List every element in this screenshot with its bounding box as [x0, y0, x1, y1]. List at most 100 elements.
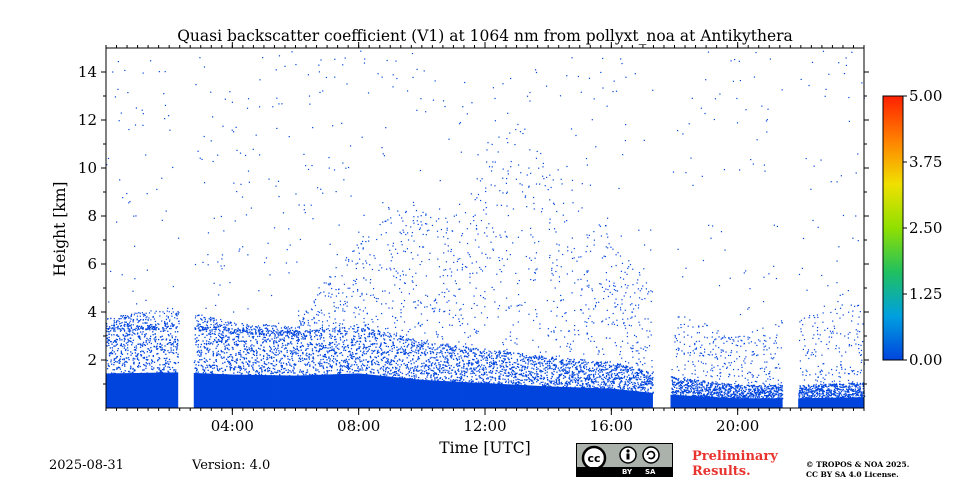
backscatter-speckle	[335, 338, 337, 340]
backscatter-speckle	[578, 371, 580, 373]
backscatter-speckle	[698, 382, 701, 385]
backscatter-speckle	[399, 348, 401, 350]
backscatter-layer-column	[554, 386, 558, 408]
backscatter-layer-column	[568, 387, 572, 408]
backscatter-speckle	[150, 335, 152, 337]
backscatter-speckle	[157, 338, 160, 341]
backscatter-speckle	[151, 366, 153, 368]
backscatter-layer-column	[415, 379, 418, 408]
backscatter-layer-column	[237, 374, 241, 408]
backscatter-speckle	[511, 367, 513, 369]
backscatter-speckle	[203, 369, 206, 371]
backscatter-speckle	[273, 349, 275, 351]
backscatter-speckle	[291, 343, 293, 345]
backscatter-layer-column	[702, 396, 705, 408]
backscatter-speckle	[274, 371, 276, 373]
backscatter-speckle	[680, 380, 682, 382]
backscatter-speckle	[148, 325, 150, 327]
backscatter-speckle	[482, 381, 485, 383]
backscatter-speckle	[333, 348, 335, 350]
backscatter-speckle	[720, 387, 722, 389]
backscatter-speckle	[630, 369, 632, 372]
backscatter-speckle	[335, 351, 337, 354]
backscatter-speckle	[470, 348, 472, 350]
backscatter-speckle	[133, 361, 135, 363]
backscatter-speckle	[711, 395, 713, 397]
backscatter-speckle	[389, 339, 392, 341]
backscatter-speckle	[762, 390, 765, 392]
backscatter-speckle	[122, 363, 124, 365]
backscatter-speckle	[636, 378, 639, 381]
backscatter-speckle	[818, 389, 820, 391]
backscatter-speckle	[738, 396, 740, 399]
backscatter-speckle	[123, 340, 126, 342]
backscatter-speckle	[113, 369, 116, 371]
backscatter-layer-column	[433, 380, 436, 408]
backscatter-speckle	[485, 356, 488, 359]
backscatter-speckle	[504, 372, 507, 374]
backscatter-speckle	[431, 379, 433, 381]
backscatter-speckle	[332, 358, 335, 360]
backscatter-speckle	[775, 390, 777, 392]
backscatter-speckle	[427, 368, 430, 371]
backscatter-speckle	[406, 339, 409, 342]
backscatter-speckle	[639, 385, 641, 387]
backscatter-speckle	[319, 344, 321, 346]
backscatter-speckle	[238, 340, 240, 343]
backscatter-speckle	[541, 377, 543, 379]
backscatter-speckle	[282, 371, 284, 374]
backscatter-speckle	[523, 384, 525, 387]
backscatter-speckle	[534, 361, 536, 363]
backscatter-speckle	[415, 369, 417, 372]
backscatter-layer-column	[712, 397, 715, 408]
backscatter-speckle	[501, 360, 503, 362]
backscatter-speckle	[252, 353, 255, 355]
backscatter-speckle	[458, 376, 460, 379]
backscatter-speckle	[121, 353, 124, 356]
backscatter-layer-column	[486, 383, 490, 408]
backscatter-layer-column	[680, 395, 683, 408]
backscatter-speckle	[635, 376, 637, 379]
backscatter-speckle	[347, 363, 350, 365]
backscatter-speckle	[274, 365, 276, 367]
backscatter-speckle	[818, 397, 820, 399]
backscatter-speckle	[370, 370, 372, 373]
backscatter-speckle	[237, 337, 240, 339]
backscatter-speckle	[281, 346, 283, 349]
backscatter-speckle	[273, 343, 275, 345]
backscatter-layer-column	[113, 373, 117, 408]
backscatter-speckle	[461, 350, 463, 352]
backscatter-speckle	[496, 356, 498, 358]
backscatter-speckle	[529, 372, 531, 375]
backscatter-speckle	[277, 369, 279, 372]
backscatter-speckle	[161, 349, 163, 351]
backscatter-speckle	[465, 355, 467, 357]
backscatter-speckle	[599, 385, 601, 387]
backscatter-speckle	[673, 376, 675, 379]
backscatter-speckle	[492, 359, 495, 362]
backscatter-speckle	[748, 388, 750, 390]
backscatter-speckle	[163, 351, 165, 353]
backscatter-speckle	[408, 343, 410, 345]
backscatter-speckle	[394, 371, 396, 373]
backscatter-speckle	[528, 359, 530, 361]
backscatter-speckle	[443, 356, 445, 358]
backscatter-speckle	[370, 356, 372, 359]
backscatter-speckle	[642, 384, 644, 386]
backscatter-speckle	[526, 367, 528, 369]
backscatter-speckle	[238, 366, 241, 368]
backscatter-speckle	[281, 357, 283, 360]
backscatter-speckle	[310, 343, 312, 346]
backscatter-speckle	[254, 374, 256, 376]
backscatter-speckle	[687, 387, 689, 390]
backscatter-speckle	[130, 340, 132, 342]
backscatter-speckle	[284, 367, 286, 370]
backscatter-speckle	[428, 380, 430, 382]
backscatter-speckle	[538, 358, 540, 360]
backscatter-speckle	[360, 365, 363, 367]
backscatter-speckle	[498, 380, 500, 383]
backscatter-speckle	[641, 370, 644, 373]
backscatter-speckle	[509, 352, 511, 355]
backscatter-speckle	[589, 377, 591, 380]
backscatter-speckle	[397, 351, 399, 353]
